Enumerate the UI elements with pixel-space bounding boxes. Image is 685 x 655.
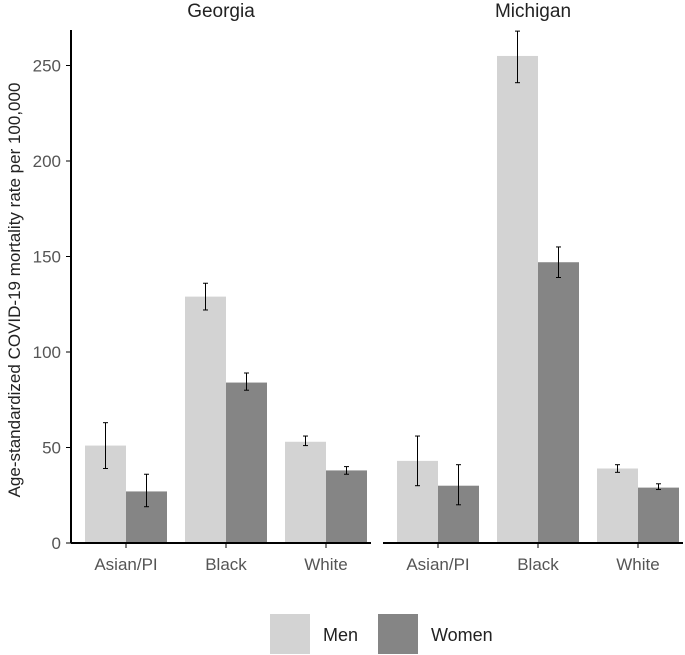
panel-title-georgia: Georgia: [187, 1, 255, 22]
panel-title-michigan: Michigan: [495, 1, 571, 22]
x-tick-label: White: [616, 555, 659, 574]
y-tick-label: 150: [33, 248, 61, 267]
y-tick-label: 50: [42, 439, 61, 458]
legend-swatch-women: [378, 614, 418, 654]
legend-label-women: Women: [431, 625, 493, 645]
bar-michigan-white-men: [597, 468, 638, 543]
x-ticks: Asian/PI Black White Asian/PI Black White: [94, 543, 660, 574]
y-tick-label: 0: [52, 534, 61, 553]
x-tick-label: White: [304, 555, 347, 574]
x-tick-label: Asian/PI: [94, 555, 157, 574]
legend-swatch-men: [270, 614, 310, 654]
bar-michigan-black-men: [497, 55, 538, 543]
y-axis-label: Age-standardized COVID-19 mortality rate…: [5, 83, 24, 498]
bar-michigan-white-women: [638, 487, 679, 543]
x-tick-label: Black: [205, 555, 247, 574]
bar-georgia-white-men: [285, 441, 326, 543]
y-ticks: 0 50 100 150 200 250: [33, 57, 71, 553]
bars: [85, 55, 679, 543]
y-tick-label: 100: [33, 343, 61, 362]
bar-michigan-black-women: [538, 262, 579, 543]
x-tick-label: Black: [517, 555, 559, 574]
bar-georgia-black-men: [185, 296, 226, 543]
legend-label-men: Men: [323, 625, 358, 645]
bar-georgia-white-women: [326, 470, 367, 543]
y-tick-label: 250: [33, 57, 61, 76]
y-tick-label: 200: [33, 152, 61, 171]
legend: Men Women: [270, 614, 493, 654]
x-tick-label: Asian/PI: [406, 555, 469, 574]
bar-georgia-black-women: [226, 382, 267, 543]
error-bars: [103, 30, 661, 508]
